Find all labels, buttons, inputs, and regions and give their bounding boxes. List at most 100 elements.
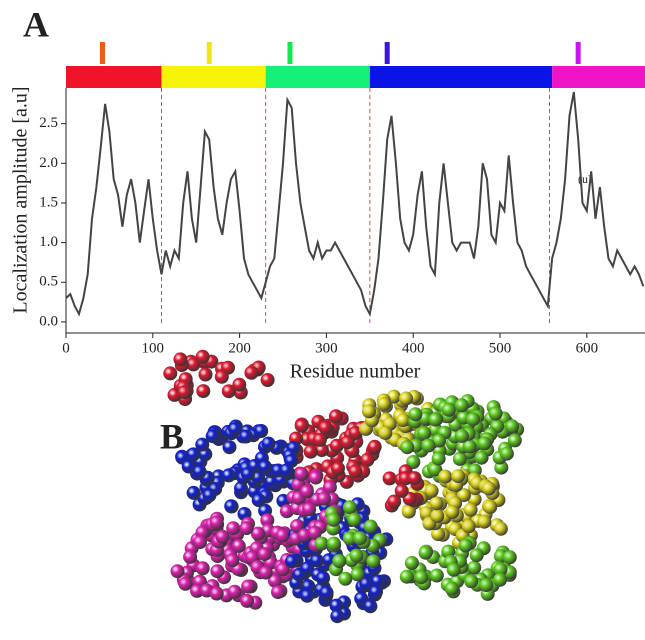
atom xyxy=(499,446,514,461)
atom xyxy=(227,584,242,599)
x-tick-label: 200 xyxy=(228,340,251,356)
atom xyxy=(408,407,423,422)
domain-segment xyxy=(552,66,645,88)
atom xyxy=(294,467,309,481)
atom xyxy=(444,581,459,596)
atom xyxy=(445,505,460,519)
atom xyxy=(432,433,447,448)
atom xyxy=(407,471,422,486)
atom xyxy=(431,451,446,466)
atom xyxy=(330,609,345,624)
atom xyxy=(183,549,198,564)
atom xyxy=(431,527,446,542)
y-tick-label: 1.5 xyxy=(39,194,58,210)
atom xyxy=(181,459,196,474)
atom xyxy=(326,512,341,527)
atom xyxy=(363,519,378,534)
domain-segment xyxy=(369,66,553,88)
atom xyxy=(209,515,224,530)
atom xyxy=(429,496,444,511)
atom xyxy=(451,469,466,484)
domain-marker xyxy=(575,42,581,64)
atom xyxy=(314,536,329,551)
atom xyxy=(192,464,207,479)
atom xyxy=(477,514,492,529)
atom xyxy=(195,561,210,576)
domain-marker xyxy=(384,42,390,64)
atom xyxy=(446,562,461,577)
domain-marker xyxy=(206,42,212,64)
atom xyxy=(195,437,210,452)
atom xyxy=(399,569,414,584)
domain-marker xyxy=(287,42,293,64)
x-tick-label: 600 xyxy=(576,340,599,356)
atom xyxy=(479,578,494,592)
atom xyxy=(300,588,315,603)
atom xyxy=(331,461,345,476)
atom xyxy=(399,391,413,406)
x-tick-label: 400 xyxy=(402,340,425,356)
atom xyxy=(401,504,416,519)
atom xyxy=(258,459,272,474)
atom xyxy=(354,591,369,606)
atom xyxy=(275,562,290,577)
atom xyxy=(260,513,275,528)
y-tick-label: 2.0 xyxy=(39,155,58,171)
atom xyxy=(505,419,520,434)
atom xyxy=(303,444,318,459)
atom xyxy=(307,525,322,540)
atom xyxy=(362,404,376,419)
atom xyxy=(483,500,498,515)
atom xyxy=(347,512,362,527)
atom xyxy=(299,484,314,499)
atom xyxy=(202,488,217,503)
atom xyxy=(406,455,421,469)
atom xyxy=(387,494,402,509)
atom xyxy=(322,480,337,495)
atom xyxy=(329,598,344,613)
atom xyxy=(251,493,266,508)
atom xyxy=(477,436,492,451)
atom xyxy=(493,521,508,536)
panel-label: B xyxy=(160,416,184,456)
atom xyxy=(300,561,315,576)
panel-label: A xyxy=(23,4,49,44)
x-tick-label: 300 xyxy=(315,340,338,356)
atom xyxy=(396,413,411,428)
atom xyxy=(318,420,333,435)
atom xyxy=(221,468,236,483)
atom xyxy=(222,440,237,455)
atom xyxy=(461,519,476,534)
atom xyxy=(178,576,193,591)
atom xyxy=(316,571,330,585)
atom xyxy=(338,571,353,586)
atom xyxy=(177,385,192,400)
atom xyxy=(221,384,236,399)
atom xyxy=(360,452,375,467)
atom xyxy=(378,426,393,440)
atom xyxy=(240,593,255,608)
atom xyxy=(456,488,471,503)
atom xyxy=(163,366,178,381)
atom xyxy=(302,502,317,517)
atom xyxy=(418,545,433,560)
atom xyxy=(359,576,374,591)
atom xyxy=(225,553,240,568)
atom xyxy=(382,471,397,486)
atom xyxy=(400,440,415,455)
atom xyxy=(231,538,246,553)
atom xyxy=(342,531,357,546)
atom xyxy=(317,491,331,506)
atom xyxy=(467,560,482,575)
atom xyxy=(462,439,477,454)
atom xyxy=(428,462,443,477)
domain-segment xyxy=(161,66,266,88)
atom xyxy=(464,574,479,589)
atom xyxy=(232,377,247,392)
atom xyxy=(454,428,469,443)
atom xyxy=(241,579,256,594)
atom xyxy=(285,554,299,569)
protein-structure xyxy=(163,349,525,624)
atom xyxy=(186,447,201,462)
